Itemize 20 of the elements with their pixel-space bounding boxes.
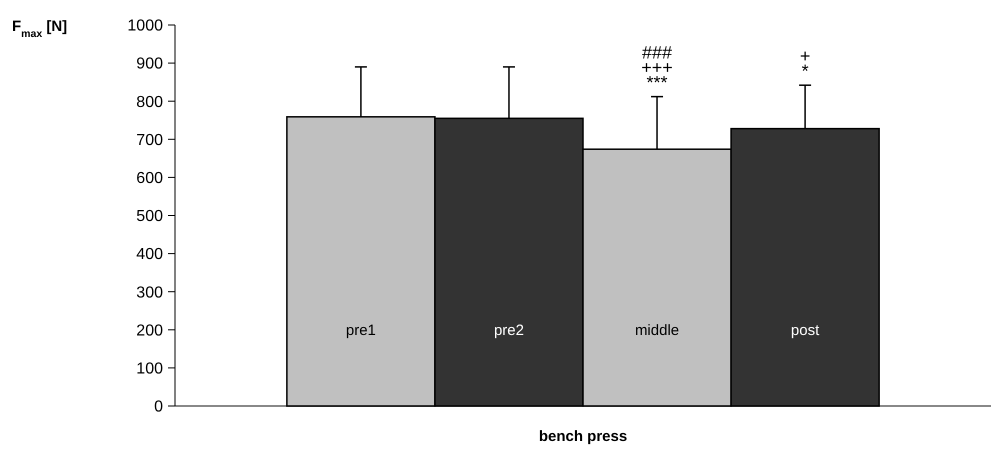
annotation: ### <box>642 42 672 63</box>
series-label: post <box>790 322 820 340</box>
y-tick-label: 100 <box>136 360 164 378</box>
annotation: * <box>802 61 809 82</box>
y-tick-label: 300 <box>136 284 164 302</box>
y-tick-label: 200 <box>136 322 164 340</box>
x-tick-label: bench press <box>538 428 628 445</box>
y-tick-label: 400 <box>136 246 164 264</box>
annotation: *** <box>646 72 668 93</box>
y-tick-label: 700 <box>136 132 164 149</box>
series-label: middle <box>634 322 680 340</box>
y-tick-label: 500 <box>136 208 164 226</box>
y-tick-label: 900 <box>136 56 164 73</box>
y-tick-label: 0 <box>154 398 164 416</box>
series-label: pre1 <box>346 322 376 340</box>
y-tick-label: 600 <box>136 170 164 187</box>
y-axis-title: F$_{max}$ [N] <box>12 18 68 40</box>
series-label: pre2 <box>494 322 524 340</box>
y-tick-label: 1000 <box>127 18 164 35</box>
y-tick-label: 800 <box>136 94 164 111</box>
